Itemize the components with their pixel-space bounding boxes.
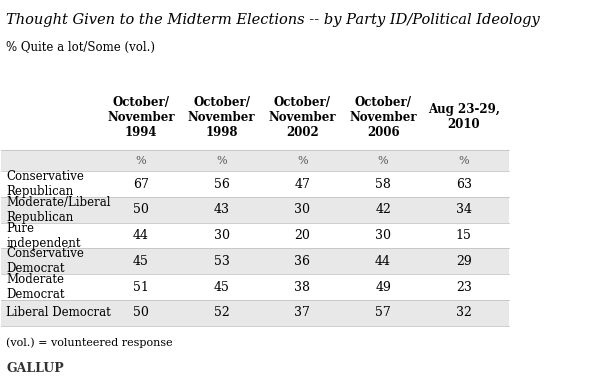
Text: 15: 15 [456,229,472,242]
Text: 56: 56 [213,177,229,190]
Text: 29: 29 [456,255,472,268]
Text: 38: 38 [294,281,310,294]
Text: %: % [135,156,146,166]
Text: 58: 58 [375,177,391,190]
Text: 67: 67 [133,177,149,190]
Text: 63: 63 [456,177,472,190]
Text: October/
November
1994: October/ November 1994 [107,96,174,139]
Text: 30: 30 [375,229,391,242]
Bar [1,249,509,274]
Text: October/
November
2002: October/ November 2002 [268,96,336,139]
Text: October/
November
2006: October/ November 2006 [349,96,417,139]
Bar [1,171,509,197]
Text: Moderate
Democrat: Moderate Democrat [7,273,65,301]
Text: 42: 42 [375,203,391,216]
Text: 51: 51 [133,281,149,294]
Text: 36: 36 [294,255,310,268]
Text: 37: 37 [294,306,310,320]
Text: Thought Given to the Midterm Elections -- by Party ID/Political Ideology: Thought Given to the Midterm Elections -… [7,13,540,27]
Text: 50: 50 [133,306,149,320]
Bar [1,300,509,326]
Text: Pure
independent: Pure independent [7,222,81,250]
Text: %: % [378,156,388,166]
Text: 34: 34 [456,203,472,216]
Text: % Quite a lot/Some (vol.): % Quite a lot/Some (vol.) [7,41,155,54]
Text: 30: 30 [294,203,310,216]
Text: 44: 44 [375,255,391,268]
Text: 53: 53 [213,255,229,268]
Text: 45: 45 [133,255,149,268]
Text: 47: 47 [294,177,310,190]
Text: 23: 23 [456,281,472,294]
Text: 52: 52 [214,306,229,320]
Bar [1,197,509,223]
Text: 43: 43 [213,203,229,216]
Text: Moderate/Liberal
Republican: Moderate/Liberal Republican [7,196,111,224]
Text: %: % [297,156,308,166]
Bar [1,274,509,300]
Text: GALLUP: GALLUP [7,362,64,375]
Text: 30: 30 [213,229,229,242]
Text: Conservative
Republican: Conservative Republican [7,170,85,198]
Text: (vol.) = volunteered response: (vol.) = volunteered response [7,337,173,348]
Text: %: % [459,156,469,166]
Bar [1,223,509,249]
Text: 57: 57 [375,306,391,320]
Text: %: % [216,156,227,166]
Text: October/
November
1998: October/ November 1998 [188,96,255,139]
Text: 32: 32 [456,306,472,320]
Bar [1,150,509,171]
Text: 49: 49 [375,281,391,294]
Text: 44: 44 [133,229,149,242]
Text: 20: 20 [294,229,310,242]
Text: 50: 50 [133,203,149,216]
Text: Liberal Democrat: Liberal Democrat [7,306,111,320]
Text: 45: 45 [213,281,229,294]
Text: Aug 23-29,
2010: Aug 23-29, 2010 [428,103,500,131]
Text: Conservative
Democrat: Conservative Democrat [7,247,85,276]
